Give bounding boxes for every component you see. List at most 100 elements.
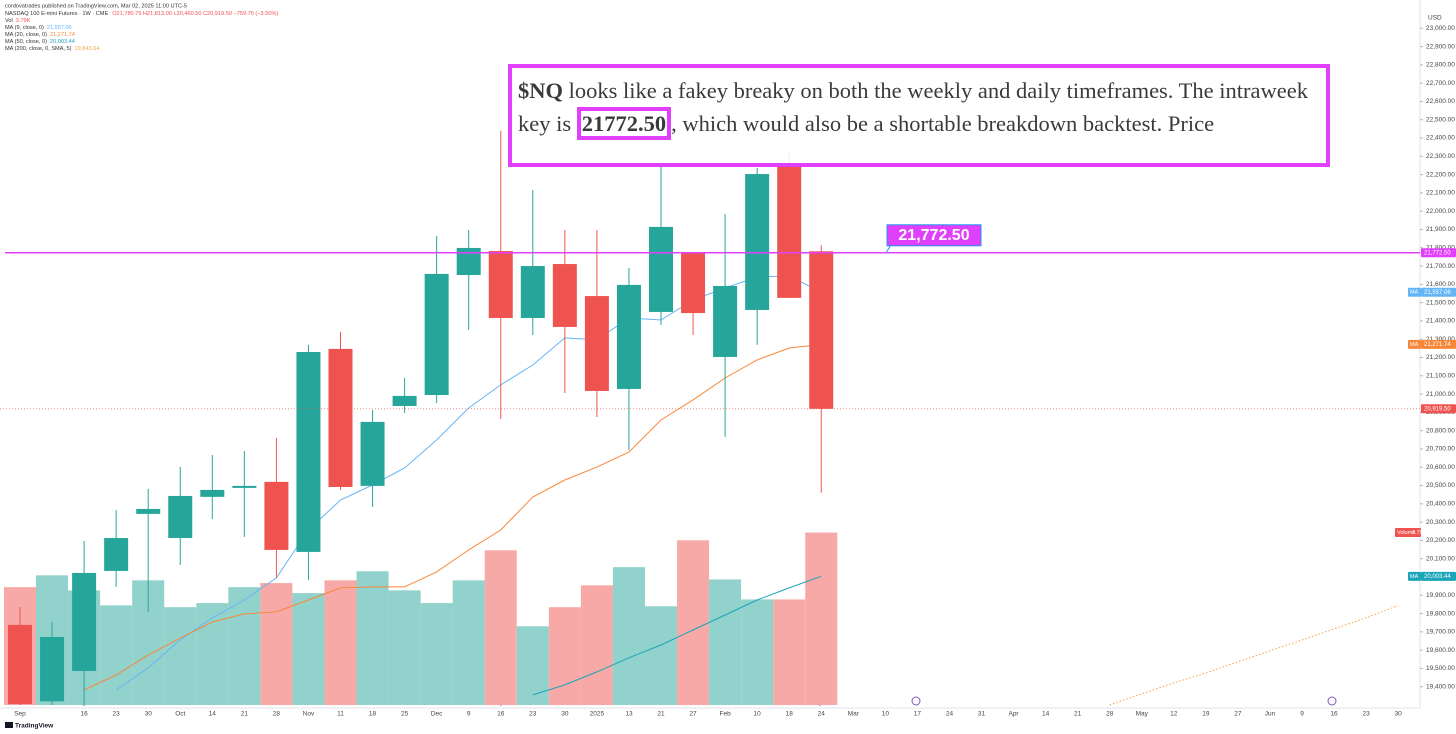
x-tick-label: 28 <box>1106 711 1114 718</box>
x-tick-label: 31 <box>978 711 986 718</box>
y-tick-label: 21,900.00 <box>1426 226 1455 233</box>
candle-body <box>72 572 97 671</box>
x-tick-label: 10 <box>882 711 890 718</box>
y-tick-label: 20,500.00 <box>1426 482 1455 489</box>
x-tick-label: 23 <box>1362 711 1370 718</box>
y-tick-label: 19,400.00 <box>1426 683 1455 690</box>
volume-legend: Vol 3.79K <box>5 18 31 24</box>
volume-bar <box>100 605 133 705</box>
ma-legend-name: MA (9, close, 0) <box>5 25 44 31</box>
ma-legend-value: 19,843.64 <box>75 46 100 52</box>
y-tick-label: 20,100.00 <box>1426 555 1455 562</box>
price-tag-prefix-label: MA <box>1410 342 1419 348</box>
volume-bar <box>292 593 325 705</box>
volume-bar <box>484 550 517 705</box>
y-tick-label: 21,400.00 <box>1426 318 1455 325</box>
annotation-text: , which would also be a shortable breakd… <box>671 111 1215 136</box>
volume-tag-prefix <box>1395 528 1421 538</box>
ohlc: O21,780.75 H21,813.00 L20,460.50 C20,919… <box>112 11 278 17</box>
y-tick-label: 22,800.00 <box>1426 62 1455 69</box>
ma-legend: MA (200, close, 0, SMA, 5) 19,843.64 <box>5 46 99 52</box>
x-tick-label: 9 <box>1300 711 1304 718</box>
x-tick-label: 30 <box>1395 711 1403 718</box>
annotation-line: key is 21772.50, which would also be a s… <box>518 107 1326 140</box>
volume-bar <box>677 540 710 705</box>
ticker: $NQ <box>518 78 563 103</box>
volume-bar <box>228 587 261 705</box>
y-tick-label: 19,700.00 <box>1426 629 1455 636</box>
y-tick-label: 20,200.00 <box>1426 537 1455 544</box>
y-tick-label: 22,900.00 <box>1426 43 1455 50</box>
volume-bar <box>452 580 485 705</box>
publisher: cordovatrades published on TradingView.c… <box>5 3 187 9</box>
y-tick-label: 20,700.00 <box>1426 446 1455 453</box>
ma-legend-name: MA (200, close, 0, SMA, 5) <box>5 46 72 52</box>
x-tick-label: 27 <box>1234 711 1242 718</box>
y-tick-label: 20,600.00 <box>1426 464 1455 471</box>
volume-tag-name: Volume <box>1397 530 1415 536</box>
volume-bar <box>805 532 838 705</box>
price-tag <box>1421 248 1456 258</box>
x-tick-label: 11 <box>337 711 344 718</box>
ma-legend-value: 20,003.44 <box>50 39 75 45</box>
candle-body <box>264 481 289 550</box>
x-tick-label: 12 <box>1170 711 1178 718</box>
candle-body <box>200 489 225 497</box>
price-tag-prefix <box>1408 287 1421 297</box>
candle-body <box>649 226 673 312</box>
y-tick-label: 19,800.00 <box>1426 610 1455 617</box>
y-tick-label: 22,400.00 <box>1426 135 1455 142</box>
candle-body <box>456 247 481 276</box>
price-tag-label: 21,772.50 <box>1424 250 1451 256</box>
ma-line <box>1109 605 1399 706</box>
x-tick-label: 17 <box>914 711 922 718</box>
candle-body <box>328 348 353 487</box>
candle-body <box>681 251 706 314</box>
volume-bar <box>709 579 742 705</box>
volume-bar <box>324 580 357 705</box>
y-tick-label: 21,100.00 <box>1426 373 1455 380</box>
price-tag-prefix <box>1408 571 1421 581</box>
price-tag-label: 20,003.44 <box>1424 574 1451 580</box>
key-level: 21772.50 <box>576 107 672 140</box>
volume-tag-label: 3.79K <box>1412 530 1427 536</box>
x-tick-label: 21 <box>657 711 665 718</box>
x-tick-label: 21 <box>1074 711 1082 718</box>
x-tick-label: 16 <box>497 711 505 718</box>
ma-legend-value: 21,557.06 <box>47 25 72 31</box>
x-tick-label: Oct <box>175 711 185 718</box>
y-tick-label: 21,200.00 <box>1426 354 1455 361</box>
price-tag-prefix-label: MA <box>1410 290 1419 296</box>
volume-bar <box>548 607 581 705</box>
x-tick-label: 24 <box>946 711 954 718</box>
x-tick-label: 13 <box>625 711 633 718</box>
annotation-box: $NQ looks like a fakey breaky on both th… <box>508 64 1330 167</box>
event-icon[interactable] <box>911 696 921 706</box>
x-tick-label: 2025 <box>590 711 605 718</box>
ma-legend-name: MA (20, close, 0) <box>5 32 47 38</box>
level-label-box <box>886 224 982 247</box>
x-tick-label: Jun <box>1265 711 1276 718</box>
price-tag-label: 20,919.50 <box>1424 406 1451 412</box>
x-tick-label: 27 <box>689 711 697 718</box>
candle-body <box>104 538 129 571</box>
ma-legend: MA (9, close, 0) 21,557.06 <box>5 25 72 31</box>
x-tick-label: Nov <box>303 711 315 718</box>
y-tick-label: 22,500.00 <box>1426 116 1455 123</box>
y-tick-label: 21,500.00 <box>1426 299 1455 306</box>
y-tick-label: 19,600.00 <box>1426 647 1455 654</box>
x-tick-label: 30 <box>561 711 569 718</box>
x-tick-label: 16 <box>80 711 88 718</box>
y-tick-label: 23,000.00 <box>1426 25 1455 32</box>
event-icon[interactable] <box>1327 696 1337 706</box>
y-tick-label: 21,700.00 <box>1426 263 1455 270</box>
y-tick-label: 22,200.00 <box>1426 171 1455 178</box>
symbol: NASDAQ 100 E-mini Futures · 1W · CME <box>5 11 108 17</box>
x-tick-label: 10 <box>754 711 762 718</box>
x-tick-label: 18 <box>786 711 794 718</box>
annotation-line: $NQ looks like a fakey breaky on both th… <box>518 74 1326 107</box>
price-tag <box>1421 339 1456 349</box>
volume-bar <box>356 571 389 705</box>
candle-body <box>777 166 802 298</box>
